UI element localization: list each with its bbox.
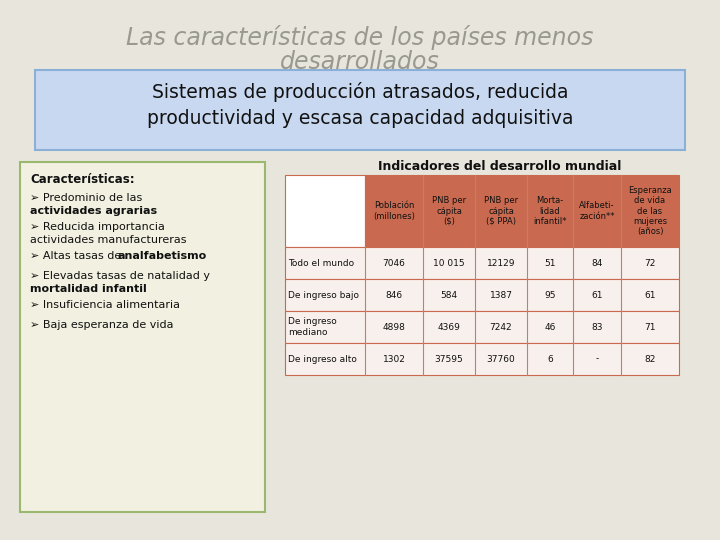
Text: 82: 82: [644, 354, 656, 363]
Text: mortalidad infantil: mortalidad infantil: [30, 284, 147, 294]
Text: ➢ Insuficiencia alimentaria: ➢ Insuficiencia alimentaria: [30, 300, 180, 310]
Text: De ingreso
mediano: De ingreso mediano: [288, 318, 337, 337]
Text: 7046: 7046: [382, 259, 405, 267]
Text: 846: 846: [385, 291, 402, 300]
Text: 71: 71: [644, 322, 656, 332]
Text: -: -: [595, 354, 598, 363]
Text: 37595: 37595: [435, 354, 464, 363]
Text: actividades agrarias: actividades agrarias: [30, 206, 157, 216]
Text: 84: 84: [591, 259, 603, 267]
Text: Morta-
lidad
infantil*: Morta- lidad infantil*: [534, 197, 567, 226]
Bar: [35, 70, 685, 150]
Text: 12129: 12129: [487, 259, 516, 267]
Bar: [285, 311, 679, 343]
Text: 7242: 7242: [490, 322, 513, 332]
Text: 4369: 4369: [438, 322, 460, 332]
Text: analfabetismo: analfabetismo: [117, 251, 206, 261]
Text: PNB per
cápita
($ PPA): PNB per cápita ($ PPA): [484, 197, 518, 226]
Text: Todo el mundo: Todo el mundo: [288, 259, 354, 267]
Text: 6: 6: [547, 354, 553, 363]
Text: 61: 61: [644, 291, 656, 300]
Bar: [20, 162, 265, 512]
Text: Población
(millones): Población (millones): [373, 201, 415, 220]
Text: PNB per
cápita
($): PNB per cápita ($): [432, 197, 466, 226]
Text: ➢ Elevadas tasas de natalidad y: ➢ Elevadas tasas de natalidad y: [30, 271, 210, 281]
Text: Indicadores del desarrollo mundial: Indicadores del desarrollo mundial: [378, 160, 621, 173]
Text: 584: 584: [441, 291, 458, 300]
Text: 61: 61: [591, 291, 603, 300]
Text: 1302: 1302: [382, 354, 405, 363]
Text: Sistemas de producción atrasados, reducida
productividad y escasa capacidad adqu: Sistemas de producción atrasados, reduci…: [147, 82, 573, 128]
Text: 72: 72: [644, 259, 656, 267]
Text: ➢ Baja esperanza de vida: ➢ Baja esperanza de vida: [30, 320, 174, 330]
Text: 51: 51: [544, 259, 556, 267]
Text: 10 015: 10 015: [433, 259, 465, 267]
Text: 37760: 37760: [487, 354, 516, 363]
Text: Alfabeti-
zación**: Alfabeti- zación**: [580, 201, 615, 220]
Text: desarrollados: desarrollados: [280, 50, 440, 74]
Bar: [285, 247, 679, 279]
Bar: [285, 343, 679, 375]
Text: Características:: Características:: [30, 173, 135, 186]
Bar: [285, 279, 679, 311]
Text: 95: 95: [544, 291, 556, 300]
Text: actividades manufactureras: actividades manufactureras: [30, 235, 186, 245]
Text: ➢ Predominio de las: ➢ Predominio de las: [30, 193, 143, 203]
Text: 83: 83: [591, 322, 603, 332]
Text: 1387: 1387: [490, 291, 513, 300]
Text: 4898: 4898: [382, 322, 405, 332]
Bar: [365, 175, 679, 247]
Text: 46: 46: [544, 322, 556, 332]
Text: Esperanza
de vida
de las
mujeres
(años): Esperanza de vida de las mujeres (años): [628, 186, 672, 235]
Text: De ingreso alto: De ingreso alto: [288, 354, 357, 363]
Text: De ingreso bajo: De ingreso bajo: [288, 291, 359, 300]
Text: ➢ Reducida importancia: ➢ Reducida importancia: [30, 222, 165, 232]
Text: ➢ Altas tasas de: ➢ Altas tasas de: [30, 251, 125, 261]
Text: Las características de los países menos: Las características de los países menos: [126, 25, 594, 50]
Bar: [285, 175, 365, 247]
